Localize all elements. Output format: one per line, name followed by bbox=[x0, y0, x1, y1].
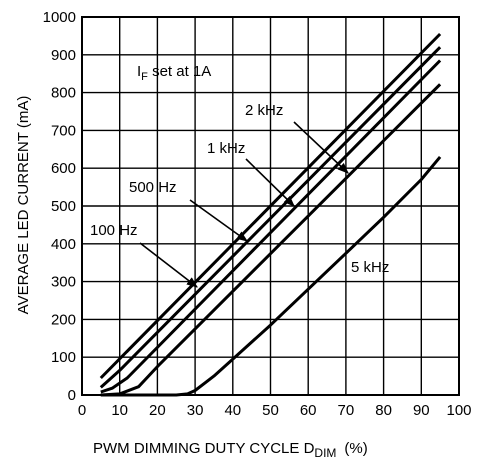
x-tick-label: 50 bbox=[262, 402, 279, 419]
y-tick-label: 0 bbox=[68, 387, 76, 404]
series-label-arrow bbox=[189, 199, 248, 242]
y-tick-label: 400 bbox=[51, 236, 76, 253]
y-tick-label: 100 bbox=[51, 349, 76, 366]
y-tick-label: 700 bbox=[51, 122, 76, 139]
x-tick-label: 0 bbox=[78, 402, 86, 419]
x-axis-title-main: PWM DIMMING DUTY CYCLE D bbox=[93, 440, 315, 457]
x-tick-label: 80 bbox=[375, 402, 392, 419]
series-line-4 bbox=[100, 155, 442, 397]
annotation-prefix: I bbox=[137, 63, 141, 80]
y-tick-label: 1000 bbox=[43, 9, 76, 26]
series-label-1: 500 Hz bbox=[129, 179, 177, 196]
x-tick-label: 60 bbox=[300, 402, 317, 419]
plot-frame bbox=[81, 16, 460, 396]
y-tick-label: 600 bbox=[51, 160, 76, 177]
x-axis-title-subscript: DIM bbox=[314, 446, 336, 460]
series-label-4: 5 kHz bbox=[351, 259, 389, 276]
x-axis-title-unit: (%) bbox=[344, 440, 367, 457]
series-labels: 100 Hz 500 Hz 1 kHz 2 kHz 5 kHz bbox=[90, 102, 389, 288]
y-tick-label: 800 bbox=[51, 85, 76, 102]
x-axis-title: PWM DIMMING DUTY CYCLE DDIM (%) bbox=[93, 440, 368, 460]
y-tick-label: 200 bbox=[51, 311, 76, 328]
x-tick-label: 70 bbox=[338, 402, 355, 419]
tick-labels: 0 10 20 30 40 50 60 70 80 90 100010020030040050060… bbox=[43, 9, 472, 419]
x-tick-label: 30 bbox=[187, 402, 204, 419]
annotation-subscript: F bbox=[141, 71, 148, 83]
x-tick-label: 40 bbox=[224, 402, 241, 419]
series-line-0 bbox=[99, 32, 442, 380]
x-tick-label: 90 bbox=[413, 402, 430, 419]
y-axis-title: AVERAGE LED CURRENT (mA) bbox=[15, 96, 32, 315]
series-lines bbox=[99, 32, 442, 397]
x-tick-label: 100 bbox=[446, 402, 471, 419]
series-label-arrow bbox=[293, 121, 349, 174]
x-tick-label: 10 bbox=[111, 402, 128, 419]
y-tick-label: 900 bbox=[51, 47, 76, 64]
series-line-2 bbox=[100, 59, 442, 394]
series-label-arrow bbox=[139, 242, 198, 288]
series-label-0: 100 Hz bbox=[90, 222, 138, 239]
series-line-1 bbox=[99, 46, 442, 389]
series-label-arrow bbox=[245, 158, 295, 207]
y-tick-label: 300 bbox=[51, 274, 76, 291]
series-label-2: 1 kHz bbox=[207, 140, 245, 157]
y-tick-label: 500 bbox=[51, 198, 76, 215]
annotation-current-setting: IF set at 1A bbox=[137, 63, 211, 83]
series-label-3: 2 kHz bbox=[245, 102, 283, 119]
x-tick-label: 20 bbox=[149, 402, 166, 419]
annotation-suffix: set at 1A bbox=[148, 63, 211, 80]
